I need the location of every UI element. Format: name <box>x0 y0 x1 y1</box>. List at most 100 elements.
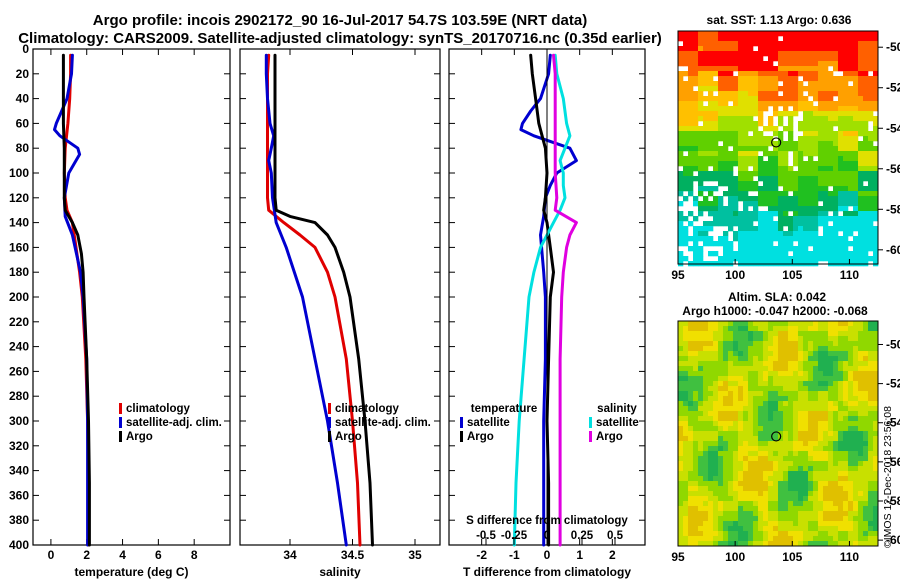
map-cell <box>783 106 789 112</box>
map-cell <box>798 176 804 182</box>
map-cell <box>688 211 694 217</box>
map-cell <box>743 186 749 192</box>
map-cell <box>863 101 869 107</box>
map-cell <box>683 471 689 477</box>
map-cell <box>733 406 739 412</box>
map-cell <box>843 341 849 347</box>
map-cell <box>713 151 719 157</box>
map-cell <box>783 141 789 147</box>
map-cell <box>768 216 774 222</box>
map-cell <box>873 356 879 362</box>
map-cell <box>733 326 739 332</box>
map-cell <box>763 541 769 547</box>
map-cell <box>713 61 719 67</box>
map-cell <box>773 126 779 132</box>
map-cell <box>858 126 864 132</box>
map-cell <box>783 166 789 172</box>
map-cell <box>768 206 774 212</box>
map-cell <box>798 411 804 417</box>
map-cell <box>773 486 779 492</box>
map-cell <box>873 351 879 357</box>
map-cell <box>808 491 814 497</box>
map-cell <box>828 116 834 122</box>
map-cell <box>828 76 834 82</box>
map-cell <box>858 376 864 382</box>
legend-swatch <box>460 417 463 428</box>
map-cell <box>713 146 719 152</box>
map-cell <box>853 486 859 492</box>
map-cell <box>858 536 864 542</box>
map-cell <box>803 336 809 342</box>
map-cell <box>843 381 849 387</box>
map-cell <box>788 141 794 147</box>
map-cell <box>748 381 754 387</box>
map-cell <box>873 326 879 332</box>
map-cell <box>833 456 839 462</box>
map-cell <box>768 231 774 237</box>
map-cell <box>733 256 739 262</box>
map-cell <box>773 491 779 497</box>
map-cell <box>743 136 749 142</box>
map-cell <box>843 126 849 132</box>
map-cell <box>778 386 784 392</box>
map-cell <box>843 481 849 487</box>
map-cell <box>753 156 759 162</box>
map-cell <box>823 61 829 67</box>
map-cell <box>678 106 684 112</box>
map-cell <box>863 121 869 127</box>
map-cell <box>853 356 859 362</box>
map-cell <box>828 346 834 352</box>
map-cell <box>733 211 739 217</box>
map-cell <box>868 486 874 492</box>
map-cell <box>853 51 859 57</box>
map-cell <box>853 216 859 222</box>
map-cell <box>688 116 694 122</box>
map-cell <box>808 116 814 122</box>
map-cell <box>713 66 719 72</box>
map-cell <box>818 31 824 37</box>
map-cell <box>788 51 794 57</box>
map-cell <box>768 186 774 192</box>
map-cell <box>698 371 704 377</box>
map-cell <box>843 151 849 157</box>
map-cell <box>823 531 829 537</box>
map-cell <box>813 121 819 127</box>
map-cell <box>848 51 854 57</box>
map-cell <box>783 241 789 247</box>
map-cell <box>853 501 859 507</box>
map-cell <box>713 186 719 192</box>
map-cell <box>708 96 714 102</box>
map-cell <box>773 196 779 202</box>
map-cell <box>688 501 694 507</box>
map-cell <box>808 386 814 392</box>
map-cell <box>733 46 739 52</box>
map-cell <box>843 466 849 472</box>
map-cell <box>858 141 864 147</box>
map-cell <box>738 196 744 202</box>
map-cell <box>723 161 729 167</box>
map-cell <box>833 221 839 227</box>
map-cell <box>748 121 754 127</box>
map-cell <box>798 511 804 517</box>
map-cell <box>748 181 754 187</box>
map-cell <box>708 76 714 82</box>
map-cell <box>818 521 824 527</box>
map-cell <box>863 471 869 477</box>
map-cell <box>838 461 844 467</box>
map-cell <box>683 196 689 202</box>
map-cell <box>783 371 789 377</box>
map-cell <box>808 516 814 522</box>
map-cell <box>848 156 854 162</box>
map-cell <box>853 206 859 212</box>
map-cell <box>873 491 879 497</box>
map-cell <box>783 466 789 472</box>
map-cell <box>753 136 759 142</box>
map-cell <box>808 46 814 52</box>
map-cell <box>683 126 689 132</box>
map-cell <box>793 111 799 117</box>
map-cell <box>718 506 724 512</box>
map-cell <box>703 106 709 112</box>
map-cell <box>838 91 844 97</box>
map-cell <box>748 531 754 537</box>
map-cell <box>753 206 759 212</box>
